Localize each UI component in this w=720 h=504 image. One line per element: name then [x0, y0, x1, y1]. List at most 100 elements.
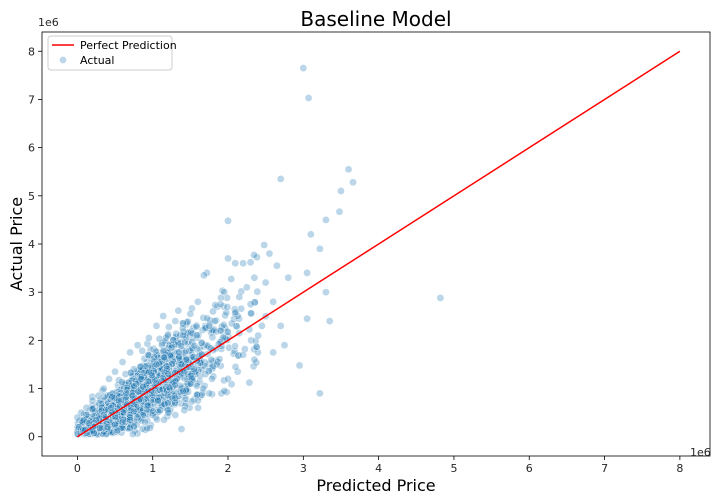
data-point: [159, 312, 167, 320]
data-point: [126, 348, 134, 357]
data-point: [246, 258, 255, 267]
data-point: [171, 411, 180, 419]
data-point: [344, 165, 353, 174]
data-point: [209, 307, 217, 316]
data-point: [152, 322, 161, 330]
data-point: [276, 322, 285, 330]
data-point: [141, 418, 149, 427]
data-point: [118, 358, 127, 366]
data-point: [212, 360, 221, 369]
data-point: [190, 365, 198, 374]
data-point: [145, 334, 153, 342]
data-point: [84, 419, 93, 428]
legend-label-perfect-prediction: Perfect Prediction: [80, 39, 177, 52]
data-point: [325, 317, 334, 325]
data-point: [171, 394, 180, 402]
data-point: [199, 384, 207, 393]
data-point: [322, 288, 330, 296]
data-point: [177, 425, 186, 433]
data-point: [179, 331, 187, 340]
data-point: [203, 314, 211, 323]
data-point: [193, 333, 202, 342]
data-point: [183, 318, 191, 327]
data-point: [163, 331, 172, 340]
data-point: [260, 241, 268, 249]
data-point: [88, 392, 97, 401]
data-point: [178, 337, 187, 346]
data-point: [220, 387, 229, 395]
data-point: [216, 300, 225, 309]
data-point: [216, 326, 225, 335]
points-layer: [73, 64, 445, 439]
data-point: [156, 406, 165, 415]
y-tick-label: 4: [28, 238, 35, 251]
data-point: [200, 271, 208, 280]
data-point: [261, 278, 270, 287]
data-point: [227, 275, 236, 283]
data-point: [152, 360, 161, 369]
data-point: [175, 348, 183, 357]
data-point: [192, 331, 201, 340]
data-point: [118, 418, 127, 427]
data-point: [209, 372, 218, 381]
x-tick-label: 5: [450, 462, 457, 475]
data-point: [166, 352, 175, 360]
data-point: [98, 386, 107, 395]
data-point: [231, 308, 240, 316]
data-point: [252, 343, 261, 351]
data-point: [303, 314, 311, 323]
data-point: [316, 245, 324, 253]
legend-dot-swatch: [59, 56, 67, 64]
data-point: [107, 404, 116, 412]
perfect-prediction-line: [76, 50, 681, 438]
data-point: [254, 331, 262, 340]
data-point: [235, 293, 244, 301]
data-point: [133, 341, 142, 349]
data-point: [337, 187, 345, 195]
data-point: [207, 355, 215, 364]
data-point: [148, 411, 157, 419]
x-tick-label: 7: [601, 462, 608, 475]
data-point: [167, 343, 176, 352]
data-point: [253, 287, 262, 296]
legend: Perfect Prediction Actual: [47, 35, 177, 71]
data-point: [111, 367, 119, 376]
data-point: [284, 273, 293, 282]
data-point: [207, 328, 215, 337]
data-point: [243, 283, 251, 292]
data-point: [194, 404, 202, 412]
data-point: [163, 399, 172, 407]
data-point: [227, 319, 236, 328]
data-point: [221, 324, 229, 332]
data-point: [94, 391, 103, 400]
data-point: [280, 341, 289, 349]
data-point: [190, 341, 199, 350]
data-point: [118, 378, 126, 386]
data-point: [223, 303, 232, 311]
data-point: [224, 375, 232, 383]
data-point: [194, 298, 202, 306]
data-point: [436, 294, 445, 302]
data-point: [250, 345, 258, 354]
data-point: [208, 390, 216, 398]
data-point: [154, 397, 162, 405]
data-point: [126, 424, 134, 432]
data-point: [155, 335, 164, 343]
data-point: [103, 423, 112, 431]
data-point: [224, 217, 232, 225]
data-point: [160, 416, 168, 424]
data-point: [144, 351, 152, 359]
data-point: [304, 94, 313, 102]
data-point: [165, 340, 174, 349]
data-point: [197, 338, 206, 347]
data-point: [186, 379, 195, 388]
data-point: [165, 383, 174, 392]
data-point: [276, 175, 285, 183]
data-point: [231, 259, 240, 268]
y-tick-label: 5: [28, 190, 35, 203]
data-point: [223, 294, 231, 302]
data-point: [229, 349, 238, 358]
y-tick-label: 7: [28, 93, 35, 106]
y-tick-label: 6: [28, 142, 35, 155]
y-tick-label: 8: [28, 45, 35, 58]
